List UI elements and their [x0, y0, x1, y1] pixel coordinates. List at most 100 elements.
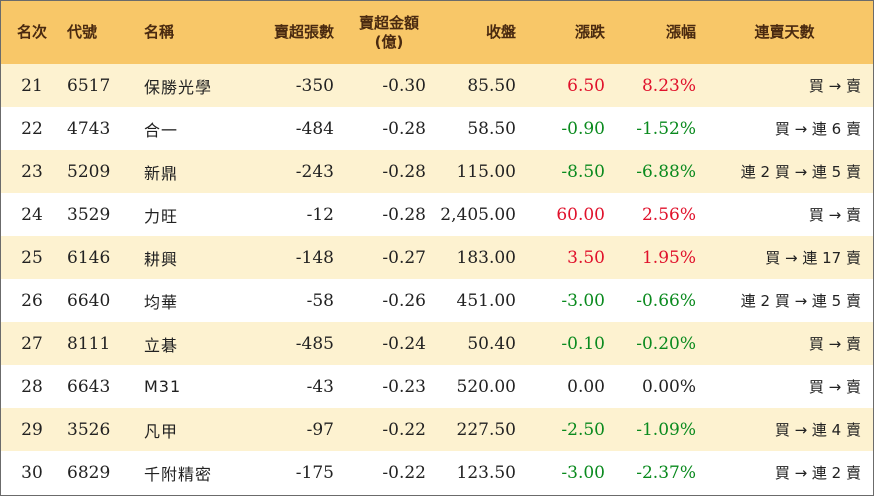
header-rank[interactable]: 名次 — [16, 23, 47, 41]
table-row[interactable]: 26 6640 均華 -58 -0.26 451.00 -3.00 -0.66% 連 2 買 →… — [1, 279, 873, 322]
change-pct-cell: -0.66% — [636, 290, 696, 311]
stock-code-cell: 4743 — [67, 118, 111, 139]
net-sell-amount-cell: -0.26 — [382, 290, 426, 311]
close-price-cell: 50.40 — [467, 333, 516, 354]
stock-name-cell: 耕興 — [144, 249, 179, 269]
sell-streak-cell: 買 → 連 2 賣 — [774, 464, 861, 482]
price-change-cell: -3.00 — [561, 462, 605, 483]
sell-streak-cell: 買 → 賣 — [808, 378, 861, 396]
net-sell-amount-cell: -0.28 — [382, 161, 426, 182]
net-sell-lots-cell: -175 — [295, 462, 334, 483]
net-sell-lots-cell: -43 — [306, 376, 334, 397]
rank-cell: 22 — [21, 118, 43, 139]
sell-streak-cell: 買 → 賣 — [808, 206, 861, 224]
stock-code-cell: 6517 — [67, 75, 111, 96]
change-pct-cell: -6.88% — [636, 161, 696, 182]
net-sell-lots-cell: -58 — [306, 290, 334, 311]
close-price-cell: 520.00 — [456, 376, 516, 397]
rank-cell: 24 — [21, 204, 43, 225]
header-change[interactable]: 漲跌 — [574, 23, 605, 41]
stock-name-cell: 保勝光學 — [144, 77, 213, 97]
change-pct-cell: -1.09% — [636, 419, 696, 440]
stock-name-cell: 力旺 — [144, 206, 179, 226]
change-pct-cell: 2.56% — [641, 204, 696, 225]
rank-cell: 29 — [21, 419, 43, 440]
change-pct-cell: -2.37% — [636, 462, 696, 483]
close-price-cell: 58.50 — [467, 118, 516, 139]
stock-name-cell: M31 — [144, 377, 182, 396]
rank-cell: 26 — [21, 290, 43, 311]
table-row[interactable]: 27 8111 立碁 -485 -0.24 50.40 -0.10 -0.20% 買 → 賣 — [1, 322, 873, 365]
rank-cell: 23 — [21, 161, 43, 182]
net-sell-amount-cell: -0.28 — [382, 118, 426, 139]
stock-name-cell: 合一 — [144, 120, 179, 140]
stock-name-cell: 凡甲 — [144, 421, 179, 441]
net-sell-lots-cell: -484 — [295, 118, 334, 139]
table-row[interactable]: 29 3526 凡甲 -97 -0.22 227.50 -2.50 -1.09% 買 → 連 4… — [1, 408, 873, 451]
stock-code-cell: 3529 — [67, 204, 111, 225]
net-sell-lots-cell: -350 — [295, 75, 334, 96]
header-streak[interactable]: 連賣天數 — [754, 23, 815, 41]
table-row[interactable]: 28 6643 M31 -43 -0.23 520.00 0.00 0.00% 買 → 賣 — [1, 365, 873, 408]
header-net-sell-lots[interactable]: 賣超張數 — [273, 23, 334, 41]
net-sell-lots-cell: -148 — [295, 247, 334, 268]
net-sell-lots-cell: -243 — [295, 161, 334, 182]
close-price-cell: 123.50 — [456, 462, 516, 483]
change-pct-cell: -0.20% — [636, 333, 696, 354]
stock-name-cell: 均華 — [144, 292, 179, 312]
price-change-cell: 60.00 — [556, 204, 605, 225]
close-price-cell: 85.50 — [467, 75, 516, 96]
rank-cell: 25 — [21, 247, 43, 268]
price-change-cell: -3.00 — [561, 290, 605, 311]
sell-streak-cell: 買 → 連 17 賣 — [765, 249, 861, 267]
table-row[interactable]: 23 5209 新鼎 -243 -0.28 115.00 -8.50 -6.88% 連 2 買 … — [1, 150, 873, 193]
stock-name-cell: 立碁 — [144, 335, 179, 355]
header-net-sell-amount[interactable]: 賣超金額 (億) — [334, 1, 426, 64]
table-row[interactable]: 25 6146 耕興 -148 -0.27 183.00 3.50 1.95% 買 → 連 17… — [1, 236, 873, 279]
close-price-cell: 183.00 — [456, 247, 516, 268]
price-change-cell: 6.50 — [567, 75, 605, 96]
table-row[interactable]: 21 6517 保勝光學 -350 -0.30 85.50 6.50 8.23% 買 → 賣 — [1, 64, 873, 107]
header-close[interactable]: 收盤 — [485, 23, 516, 41]
net-sell-amount-cell: -0.22 — [382, 419, 426, 440]
header-code[interactable]: 代號 — [67, 23, 98, 41]
table-row[interactable]: 22 4743 合一 -484 -0.28 58.50 -0.90 -1.52% 買 → 連 6… — [1, 107, 873, 150]
stock-code-cell: 6829 — [67, 462, 111, 483]
net-sell-amount-cell: -0.30 — [382, 75, 426, 96]
sell-streak-cell: 連 2 買 → 連 5 賣 — [740, 292, 861, 310]
change-pct-cell: -1.52% — [636, 118, 696, 139]
price-change-cell: -8.50 — [561, 161, 605, 182]
stock-name-cell: 新鼎 — [144, 163, 179, 183]
header-row: 名次 代號 名稱 賣超張數 賣超金額 (億) 收盤 漲跌 漲幅 連賣天數 — [1, 1, 873, 64]
close-price-cell: 2,405.00 — [440, 204, 516, 225]
net-sell-lots-cell: -12 — [306, 204, 334, 225]
stock-code-cell: 8111 — [67, 333, 111, 354]
header-name[interactable]: 名稱 — [144, 23, 175, 41]
net-sell-lots-cell: -485 — [295, 333, 334, 354]
sell-streak-cell: 買 → 連 4 賣 — [774, 421, 861, 439]
sell-streak-cell: 買 → 賣 — [808, 335, 861, 353]
net-sell-amount-cell: -0.23 — [382, 376, 426, 397]
change-pct-cell: 0.00% — [641, 376, 696, 397]
header-change-pct[interactable]: 漲幅 — [665, 23, 696, 41]
price-change-cell: -0.10 — [561, 333, 605, 354]
sell-streak-cell: 連 2 買 → 連 5 賣 — [740, 163, 861, 181]
stock-code-cell: 3526 — [67, 419, 111, 440]
stock-code-cell: 5209 — [67, 161, 111, 182]
net-sell-amount-cell: -0.28 — [382, 204, 426, 225]
price-change-cell: 3.50 — [567, 247, 605, 268]
stock-name-cell: 千附精密 — [144, 464, 213, 484]
table-body: 21 6517 保勝光學 -350 -0.30 85.50 6.50 8.23% 買 → 賣 22… — [1, 64, 873, 494]
price-change-cell: 0.00 — [567, 376, 605, 397]
change-pct-cell: 1.95% — [641, 247, 696, 268]
table-header: 名次 代號 名稱 賣超張數 賣超金額 (億) 收盤 漲跌 漲幅 連賣天數 — [1, 1, 873, 64]
stock-code-cell: 6643 — [67, 376, 111, 397]
net-sell-amount-cell: -0.27 — [382, 247, 426, 268]
table-row[interactable]: 30 6829 千附精密 -175 -0.22 123.50 -3.00 -2.37% 買 → … — [1, 451, 873, 494]
rank-cell: 28 — [21, 376, 43, 397]
net-sell-amount-cell: -0.22 — [382, 462, 426, 483]
table-row[interactable]: 24 3529 力旺 -12 -0.28 2,405.00 60.00 2.56% 買 → 賣 — [1, 193, 873, 236]
price-change-cell: -2.50 — [561, 419, 605, 440]
